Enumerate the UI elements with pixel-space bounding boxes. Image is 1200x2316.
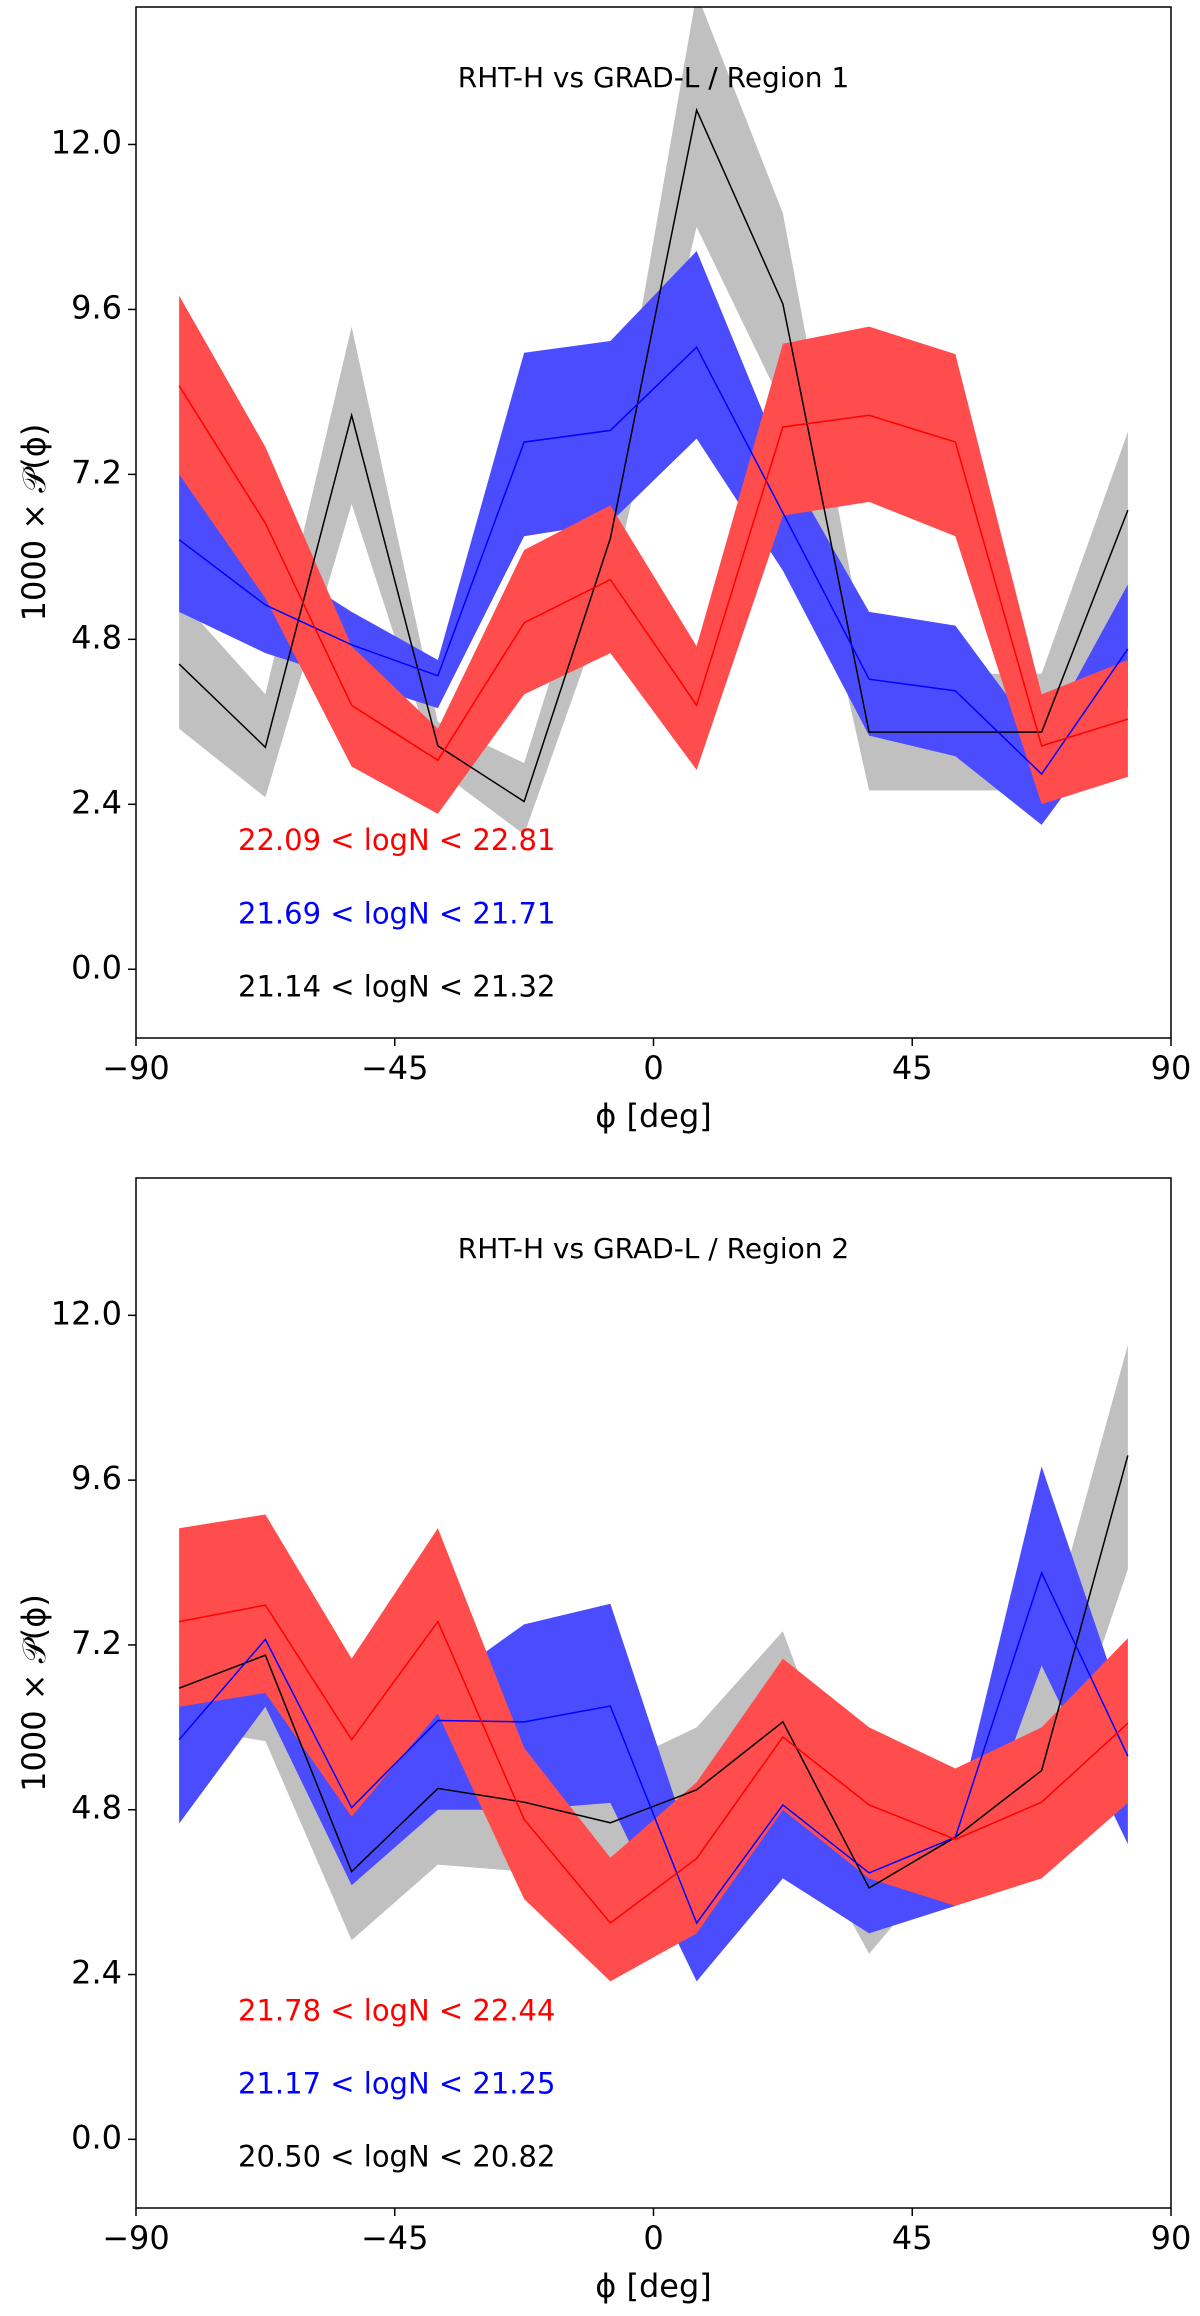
y-axis-label: 1000 × 𝒫(ϕ)	[15, 424, 53, 622]
line	[178, 107, 1129, 803]
plot-area	[178, 1344, 1129, 1982]
line	[178, 1455, 1129, 1890]
y-tick-label: 9.6	[71, 1459, 122, 1497]
y-tick-label: 2.4	[71, 783, 122, 821]
x-tick-label: 0	[643, 2219, 663, 2257]
y-tick-label: 7.2	[71, 453, 122, 491]
chart-title: RHT-H vs GRAD-L / Region 2	[458, 1232, 849, 1265]
line	[178, 1604, 1129, 1925]
y-tick-label: 2.4	[71, 1954, 122, 1992]
y-tick-label: 4.8	[71, 1789, 122, 1827]
y-axis-label: 1000 × 𝒫(ϕ)	[15, 1594, 53, 1792]
x-tick-label: 45	[892, 2219, 933, 2257]
panel: 0.0 2.4 4.8 7.2 9.6 12.0 −90 −45 0 45 90 RHT-H vs G…	[15, 1177, 1192, 2305]
x-tick-label: −45	[361, 2219, 429, 2257]
x-tick-label: −90	[102, 1049, 170, 1087]
legend-entry: 21.69 < logN < 21.71	[238, 896, 555, 930]
line	[178, 385, 1129, 762]
line	[178, 345, 1129, 776]
y-tick-label: 7.2	[71, 1624, 122, 1662]
x-tick-label: 90	[1151, 1049, 1192, 1087]
y-tick-label: 9.6	[71, 288, 122, 326]
x-tick-label: −45	[361, 1049, 429, 1087]
x-tick-label: 45	[892, 1049, 933, 1087]
y-tick-label: 0.0	[71, 2118, 122, 2156]
band	[179, 7, 1128, 835]
legend-entry: 22.09 < logN < 22.81	[238, 823, 555, 857]
x-tick-label: 90	[1151, 2219, 1192, 2257]
band	[179, 295, 1128, 814]
chart-title: RHT-H vs GRAD-L / Region 1	[458, 61, 849, 94]
x-axis-label: ϕ [deg]	[595, 1097, 712, 1135]
x-tick-label: 0	[643, 1049, 663, 1087]
legend-entry: 20.50 < logN < 20.82	[238, 2140, 555, 2174]
y-tick-label: 12.0	[51, 123, 122, 161]
x-tick-label: −90	[102, 2219, 170, 2257]
legend-entry: 21.78 < logN < 22.44	[238, 1993, 555, 2027]
legend-entry: 21.17 < logN < 21.25	[238, 2066, 555, 2100]
plot-area	[178, 7, 1129, 835]
y-tick-label: 0.0	[71, 948, 122, 986]
legend-entry: 21.14 < logN < 21.32	[238, 970, 555, 1004]
panel: 0.0 2.4 4.8 7.2 9.6 12.0 −90 −45 0 45 90 RHT-H vs G…	[15, 6, 1192, 1135]
x-axis-label: ϕ [deg]	[595, 2267, 712, 2305]
line	[178, 1570, 1129, 1925]
y-tick-label: 12.0	[51, 1294, 122, 1332]
y-tick-label: 4.8	[71, 618, 122, 656]
